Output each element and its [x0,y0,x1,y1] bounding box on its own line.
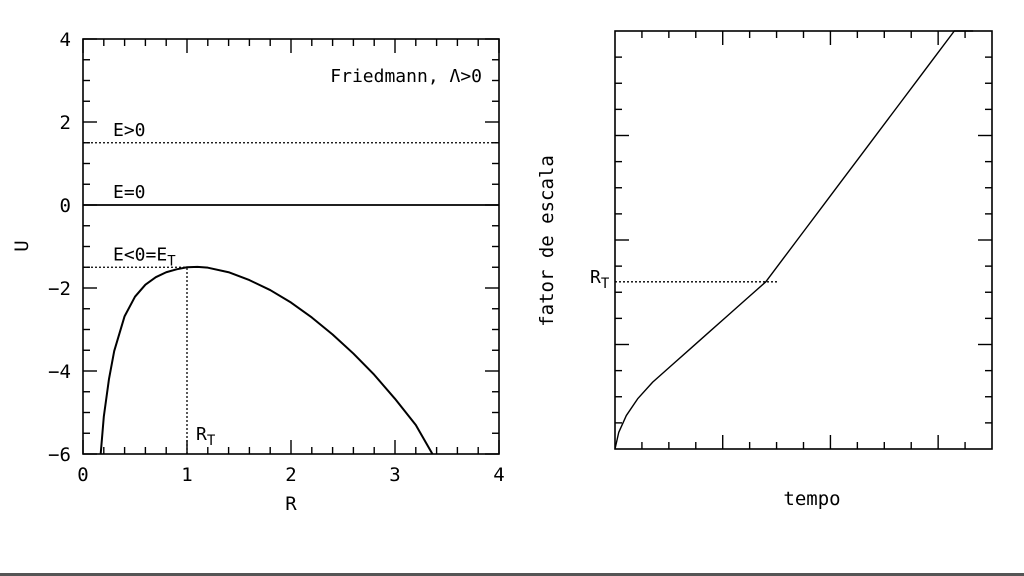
x-tick-label: 0 [77,464,88,486]
y-tick-label: 0 [60,195,71,217]
right-plot-frame [614,30,993,450]
energy-level-label: E=0 [113,182,146,203]
bottom-border [0,573,1024,576]
energy-level-label: E<0=ET [113,244,176,269]
y-tick-label: 2 [60,112,71,134]
y-tick-label: −4 [48,361,71,383]
x-tick-label: 1 [181,464,192,486]
turnaround-radius-label: RT [590,267,610,292]
y-tick-label: −6 [48,444,71,466]
right-chart: RT tempo fator de escala [536,30,993,510]
left-annotations: E>0 E=0 E<0=ET RT [113,120,216,449]
y-tick-label: −2 [48,278,71,300]
right-y-axis-label: fator de escala [536,155,558,327]
right-x-axis-label: tempo [783,488,840,510]
left-x-axis-label: R [285,493,297,515]
scale-factor-curve [614,30,974,450]
turnaround-radius-label: RT [196,424,216,449]
left-y-axis-label: U [11,240,33,251]
left-tick-labels: 0 1 2 3 4 4 2 0 −2 −4 −6 [48,29,505,486]
x-tick-label: 2 [285,464,296,486]
right-plot-lines [614,30,974,450]
x-tick-label: 4 [493,464,504,486]
y-tick-label: 4 [60,29,71,51]
energy-level-label: E>0 [113,120,146,141]
left-chart-title: Friedmann, Λ>0 [330,66,482,87]
left-tick-marks [82,38,500,455]
x-tick-label: 3 [389,464,400,486]
right-annotations: RT [590,267,610,292]
left-chart: 0 1 2 3 4 4 2 0 −2 −4 −6 E>0 E=0 E<0=ET RT Friedmann,… [11,29,505,515]
potential-curve [99,265,434,455]
left-plot-lines [83,142,499,455]
right-tick-marks [615,31,992,449]
